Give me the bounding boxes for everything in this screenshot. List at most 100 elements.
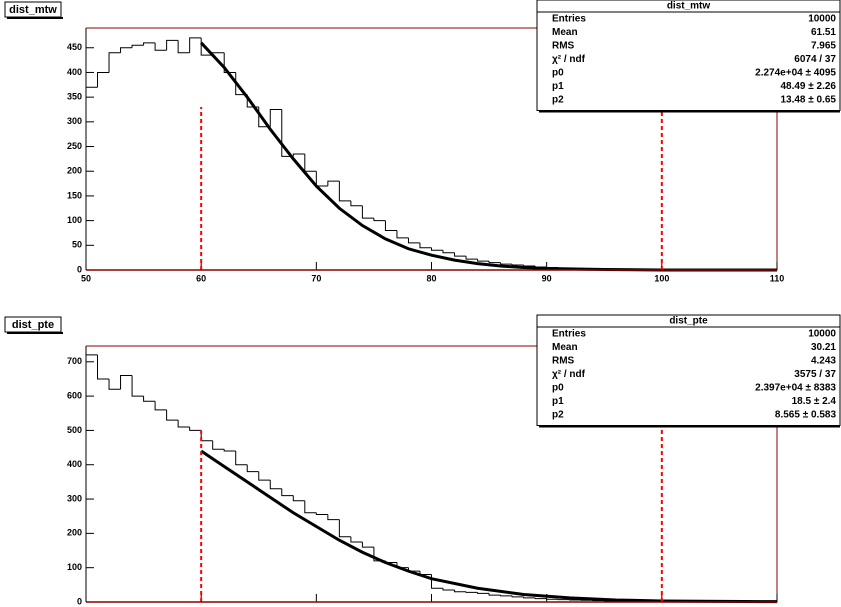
x-tick-label: 45 — [542, 605, 552, 607]
stats-value: 3575 / 37 — [794, 369, 836, 380]
stats-box — [536, 314, 841, 426]
y-tick-label: 500 — [67, 425, 82, 435]
histogram-bin — [131, 375, 144, 397]
histogram-bin — [442, 588, 455, 591]
histogram-bin — [223, 52, 236, 73]
histogram-bin — [396, 230, 409, 239]
fit-curve — [200, 41, 777, 272]
histogram-bin — [523, 596, 536, 599]
histogram-bin — [97, 71, 110, 88]
y-tick-label: 300 — [67, 116, 82, 126]
y-tick-label: 700 — [67, 356, 82, 366]
histogram-bin — [454, 589, 467, 593]
histogram-bin — [292, 495, 305, 502]
y-tick-label: 100 — [67, 562, 82, 572]
histogram-bin — [258, 471, 271, 481]
title: dist_mtw — [9, 4, 57, 16]
x-tick-label: 55 — [772, 605, 782, 607]
stats-value: 10000 — [808, 14, 836, 25]
stats-label: Mean — [552, 27, 578, 38]
stats-label: p2 — [552, 410, 564, 421]
histogram-bin — [500, 595, 513, 597]
stats-value: 30.21 — [811, 342, 836, 353]
stats-value: 13.48 ± 0.65 — [780, 95, 836, 106]
stats-label: Mean — [552, 342, 578, 353]
histogram-bin — [350, 536, 363, 543]
histogram-bin — [419, 242, 432, 249]
y-tick-label: 200 — [67, 528, 82, 538]
fit-curve — [200, 449, 778, 604]
histogram-bin — [488, 261, 501, 264]
histogram-bin — [338, 181, 351, 202]
stats-label: RMS — [552, 41, 575, 52]
y-tick-label: 450 — [67, 42, 82, 52]
stats-value: 8.565 ± 0.583 — [775, 410, 837, 421]
x-tick-label: 35 — [311, 605, 321, 607]
histogram-bin — [361, 541, 374, 548]
histogram-bin — [361, 205, 374, 219]
histogram-bin — [511, 595, 524, 598]
stats-label: Entries — [552, 329, 586, 340]
x-tick-label: 100 — [654, 273, 669, 283]
histogram-bin — [292, 153, 305, 157]
y-tick-label: 50 — [72, 240, 82, 250]
x-tick-label: 110 — [770, 273, 785, 283]
stats-value: 48.49 ± 2.26 — [780, 81, 836, 92]
x-tick-label: 60 — [196, 273, 206, 283]
histogram-bin — [269, 108, 282, 127]
x-tick-label: 90 — [542, 273, 552, 283]
stats-label: p0 — [552, 68, 564, 79]
stats-label: p2 — [552, 95, 564, 106]
histogram-bin — [97, 354, 110, 380]
histogram-bin — [131, 44, 144, 48]
histogram-bin — [108, 378, 121, 390]
y-tick-label: 150 — [67, 190, 82, 200]
histogram-bin — [407, 237, 420, 244]
stats-value: 61.51 — [811, 27, 836, 38]
histogram-bin — [327, 514, 340, 521]
stats-label: χ² / ndf — [552, 54, 586, 65]
y-tick-label: 100 — [67, 215, 82, 225]
histogram-bin — [120, 47, 133, 53]
histogram-bin — [384, 220, 397, 231]
histogram-bin — [454, 252, 467, 257]
histogram-bin — [500, 262, 513, 265]
histogram-bin — [350, 200, 363, 207]
histogram-bin — [189, 426, 202, 431]
stats-label: p1 — [552, 81, 564, 92]
histogram-bin — [154, 42, 167, 51]
stats-box — [536, 0, 841, 111]
stats-title: dist_pte — [669, 316, 708, 327]
histogram-bin — [431, 247, 444, 251]
histogram-bin — [465, 256, 478, 260]
histogram-bin — [477, 259, 490, 262]
histogram-bin — [212, 440, 225, 450]
y-tick-label: 350 — [67, 92, 82, 102]
x-tick-label: 70 — [311, 273, 321, 283]
histogram-bin — [189, 37, 202, 53]
stats-label: Entries — [552, 14, 586, 25]
histogram-bin — [143, 396, 156, 402]
histogram-bin — [108, 52, 121, 73]
histogram-bin — [281, 488, 294, 497]
stats-value: 2.397e+04 ± 8383 — [755, 383, 836, 394]
histogram-bin — [166, 39, 179, 51]
histogram-bin — [327, 180, 340, 187]
x-tick-label: 30 — [196, 605, 206, 607]
histogram-bin — [235, 72, 248, 96]
y-tick-label: 400 — [67, 459, 82, 469]
stats-label: RMS — [552, 356, 575, 367]
histogram-bin — [304, 500, 317, 514]
histogram-bin — [488, 593, 501, 596]
stats-value: 4.243 — [811, 356, 836, 367]
stats-label: p0 — [552, 383, 564, 394]
histogram-bin — [442, 250, 455, 254]
x-tick-label: 50 — [81, 273, 91, 283]
histogram-bin — [281, 109, 294, 157]
x-tick-label: 80 — [426, 273, 436, 283]
histogram-bin — [477, 592, 490, 594]
y-tick-label: 250 — [67, 141, 82, 151]
histogram-bin — [269, 480, 282, 490]
x-tick-label: 25 — [81, 605, 91, 607]
